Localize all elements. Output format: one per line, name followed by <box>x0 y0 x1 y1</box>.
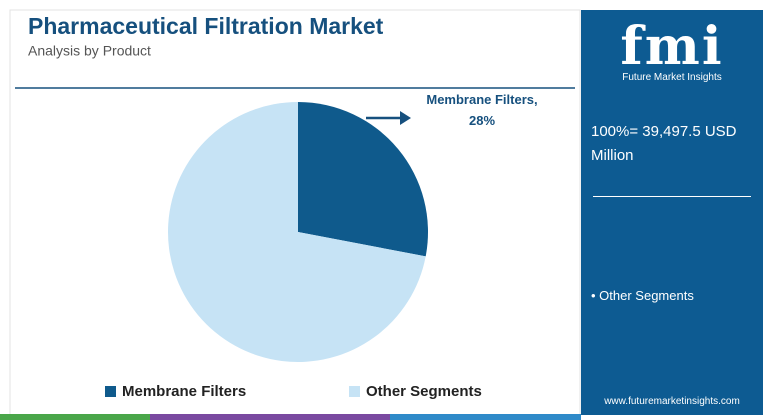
pie-slice <box>298 102 429 257</box>
chart: Pharmaceutical Filtration Market Analysi… <box>0 9 581 420</box>
website[interactable]: www.futuremarketinsights.com <box>604 396 740 407</box>
logo: fmi <box>620 16 724 77</box>
chart-title: Pharmaceutical Filtration Market <box>28 13 384 39</box>
strip <box>0 414 150 420</box>
data-label: Membrane Filters, 28% <box>426 92 537 128</box>
total: 100%= 39,497.5 USD Million <box>591 123 737 164</box>
data-label-line: 28% <box>469 113 495 128</box>
bullet: • Other Segments <box>591 288 694 303</box>
divider <box>593 196 751 197</box>
pie-slice <box>168 101 426 362</box>
data-label-line: Membrane Filters, <box>426 92 537 107</box>
chart-subtitle: Analysis by Product <box>28 43 151 59</box>
legend-swatch <box>349 386 360 397</box>
logo-caption: Future Market Insights <box>622 72 722 83</box>
label-arrowhead <box>400 111 411 125</box>
strip <box>390 414 581 420</box>
legend-swatch <box>105 386 116 397</box>
legend-label: Membrane Filters <box>122 383 246 400</box>
strip <box>150 414 390 420</box>
side-panel: fmi Future Market Insights 100%= 39,497.… <box>581 10 763 415</box>
legend-label: Other Segments <box>366 383 482 400</box>
